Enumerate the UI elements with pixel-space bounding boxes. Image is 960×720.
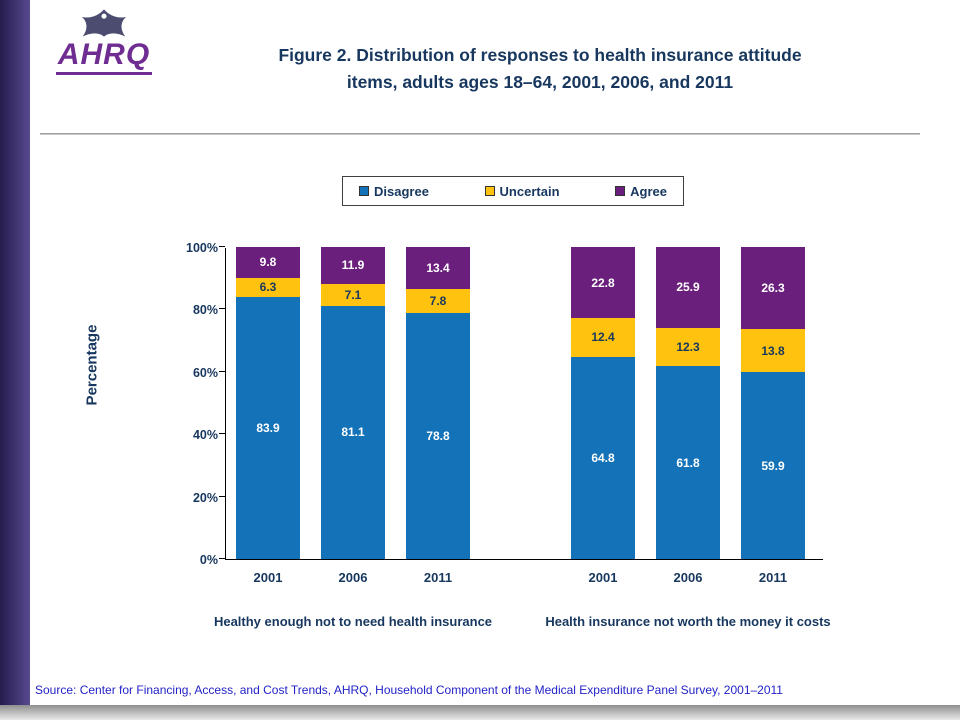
y-tick-label: 60% bbox=[192, 365, 218, 380]
bar-segment-agree bbox=[406, 247, 470, 289]
legend-item-uncertain: Uncertain bbox=[484, 183, 560, 199]
source-text: Source: Center for Financing, Access, an… bbox=[35, 683, 783, 697]
x-tick-label: 2006 bbox=[338, 570, 368, 585]
bar-value-label: 6.3 bbox=[259, 280, 277, 295]
bar-segment-agree bbox=[741, 247, 805, 330]
bar-value-label: 22.8 bbox=[591, 275, 615, 290]
bar-value-label: 9.8 bbox=[259, 255, 277, 270]
bar-value-label: 78.8 bbox=[426, 429, 450, 444]
bar-value-label: 26.3 bbox=[761, 281, 785, 296]
bar-value-label: 64.8 bbox=[591, 450, 615, 465]
title-line-2: items, adults ages 18–64, 2001, 2006, an… bbox=[346, 72, 734, 93]
hhs-eagle-icon bbox=[81, 9, 127, 37]
bar-value-label: 83.9 bbox=[256, 421, 280, 436]
x-tick-label: 2006 bbox=[673, 570, 703, 585]
group-axis-label: Healthy enough not to need health insura… bbox=[213, 614, 493, 629]
y-axis-title: Percentage bbox=[83, 324, 101, 406]
legend-swatch bbox=[615, 186, 626, 196]
bar-segment-uncertain bbox=[321, 283, 385, 306]
bar-value-label: 81.1 bbox=[341, 425, 365, 440]
bar-segment-disagree bbox=[571, 356, 635, 559]
y-tick-mark bbox=[219, 495, 225, 497]
logo-text: AHRQ bbox=[55, 40, 153, 75]
bar-segment-uncertain bbox=[571, 318, 635, 357]
y-tick-mark bbox=[219, 433, 225, 435]
x-tick-label: 2011 bbox=[423, 570, 453, 585]
bar-segment-disagree bbox=[741, 372, 805, 559]
legend: Disagree Uncertain Agree bbox=[342, 176, 684, 206]
legend-label: Disagree bbox=[374, 183, 429, 199]
y-axis-ticks: 0% 20% 40% 60% 80% 100% bbox=[150, 241, 218, 567]
bar-value-label: 12.4 bbox=[591, 330, 615, 345]
y-tick-label: 0% bbox=[199, 553, 218, 567]
bar-segment-uncertain bbox=[741, 329, 805, 373]
legend-label: Agree bbox=[630, 183, 667, 199]
bar-segment-agree bbox=[571, 247, 635, 319]
bar-segment-uncertain bbox=[406, 288, 470, 314]
ahrq-logo: AHRQ bbox=[44, 6, 164, 75]
bar-value-label: 13.8 bbox=[761, 343, 785, 358]
bar-segment-agree bbox=[656, 247, 720, 328]
bar-segment-disagree bbox=[406, 313, 470, 559]
x-tick-label: 2001 bbox=[253, 570, 283, 585]
left-accent-strip bbox=[0, 0, 30, 720]
bar-segment-disagree bbox=[321, 305, 385, 559]
title-divider bbox=[40, 133, 920, 135]
bar-value-label: 59.9 bbox=[761, 458, 785, 473]
bar-segment-agree bbox=[236, 247, 300, 278]
y-tick-mark bbox=[219, 246, 225, 247]
y-tick-label: 20% bbox=[192, 490, 218, 505]
bar-segment-agree bbox=[321, 246, 385, 284]
bar-value-label: 25.9 bbox=[676, 280, 700, 295]
legend-item-disagree: Disagree bbox=[359, 184, 429, 199]
bar-value-label: 11.9 bbox=[341, 258, 365, 273]
legend-swatch bbox=[484, 186, 495, 196]
legend-label: Uncertain bbox=[499, 183, 560, 199]
x-tick-label: 2011 bbox=[758, 570, 788, 585]
bar-segment-uncertain bbox=[656, 327, 720, 367]
group-axis-label: Health insurance not worth the money it … bbox=[545, 614, 831, 629]
bar-value-label: 12.3 bbox=[676, 340, 700, 354]
bar-value-label: 61.8 bbox=[676, 455, 700, 470]
y-tick-mark bbox=[219, 558, 225, 559]
y-tick-label: 100% bbox=[186, 241, 218, 255]
bar-value-label: 13.4 bbox=[426, 260, 450, 275]
bar-segment-disagree bbox=[656, 366, 720, 559]
y-tick-mark bbox=[219, 308, 225, 310]
plot-area: 83.9 6.3 9.8 2001 81.1 7.1 11.9 2006 78.8 7.8 13.4… bbox=[214, 246, 831, 629]
x-tick-label: 2001 bbox=[588, 570, 618, 585]
bar-segment-uncertain bbox=[236, 277, 300, 298]
y-tick-label: 40% bbox=[192, 428, 218, 443]
legend-item-agree: Agree bbox=[615, 184, 667, 199]
bar-segment-disagree bbox=[236, 297, 300, 559]
bar-value-label: 7.1 bbox=[344, 287, 362, 302]
y-tick-label: 80% bbox=[192, 303, 218, 318]
title-line-1: Figure 2. Distribution of responses to h… bbox=[278, 45, 802, 65]
page-title: Figure 2. Distribution of responses to h… bbox=[200, 42, 880, 96]
bottom-accent-strip bbox=[0, 705, 960, 720]
bar-value-label: 7.8 bbox=[429, 293, 447, 308]
y-tick-mark bbox=[219, 370, 225, 372]
legend-swatch bbox=[359, 186, 369, 196]
